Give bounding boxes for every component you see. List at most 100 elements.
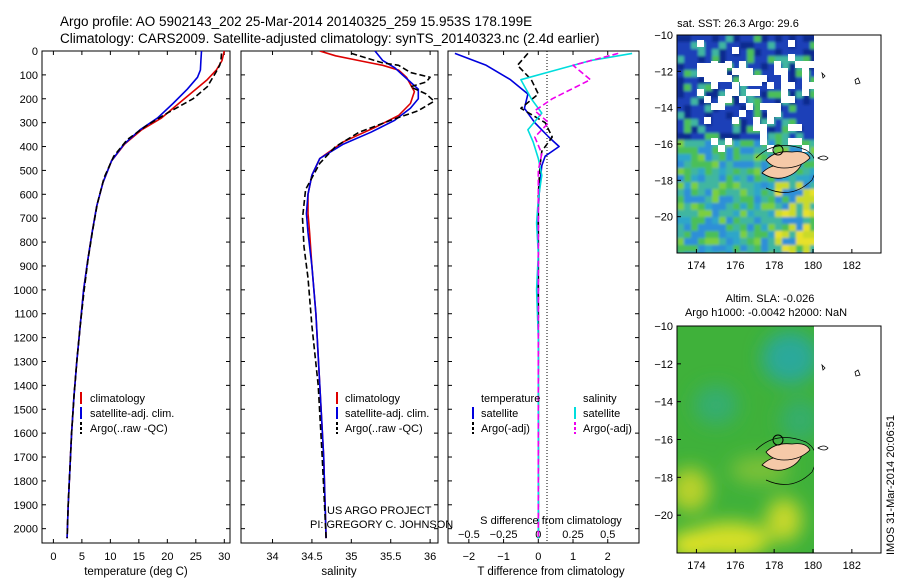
sst-cell <box>775 210 783 218</box>
sst-cell <box>726 238 734 246</box>
sst-cell <box>761 224 769 232</box>
sst-cell <box>740 147 748 155</box>
sst-cell <box>677 119 685 127</box>
sst-cell <box>761 231 769 239</box>
sst-cell <box>691 77 699 85</box>
sst-cell <box>705 182 713 190</box>
lon-tick-label: 182 <box>843 260 861 272</box>
sst-cell <box>810 168 814 176</box>
sst-cell <box>712 112 720 120</box>
sst-gap <box>788 124 795 131</box>
sst-cell <box>761 217 769 225</box>
sst-cell <box>677 189 685 197</box>
sst-cell <box>733 168 741 176</box>
sst-cell <box>705 189 713 197</box>
sst-cell <box>754 182 762 190</box>
sst-cell <box>754 245 762 253</box>
legend-title-salinity: salinity <box>583 393 617 405</box>
lon-tick-label: 180 <box>804 560 822 572</box>
sst-cell <box>698 245 706 253</box>
sst-cell <box>803 133 811 141</box>
sst-gap <box>760 138 767 145</box>
sst-cell <box>733 63 741 71</box>
sst-cell <box>747 210 755 218</box>
sst-cell <box>740 105 748 113</box>
sst-cell <box>733 56 741 64</box>
sst-gap <box>697 63 727 77</box>
sst-cell <box>684 224 692 232</box>
sst-cell <box>733 126 741 134</box>
sst-cell <box>775 224 783 232</box>
sst-cell <box>775 140 783 148</box>
salinity-depth-ticks <box>241 50 438 530</box>
sst-cell <box>726 70 734 78</box>
lon-tick-label: 176 <box>726 260 744 272</box>
sst-cell <box>691 168 699 176</box>
sst-cell <box>684 175 692 183</box>
sst-cell <box>705 35 713 43</box>
sst-cell <box>761 91 769 99</box>
series-line <box>305 51 420 539</box>
sst-cell <box>691 98 699 106</box>
sst-cell <box>712 238 720 246</box>
sst-cell <box>712 182 720 190</box>
sst-gap <box>802 68 809 75</box>
sst-cell <box>677 147 685 155</box>
sst-cell <box>803 49 811 57</box>
sst-cell <box>796 245 804 253</box>
sst-cell <box>698 105 706 113</box>
sst-cell <box>747 175 755 183</box>
sst-cell <box>803 119 811 127</box>
sst-cell <box>719 196 727 204</box>
sst-cell <box>726 42 734 50</box>
fiji-islands-sla <box>755 434 814 485</box>
lat-tick-label: −12 <box>654 359 673 371</box>
sst-cell <box>698 238 706 246</box>
sst-cell <box>810 175 814 183</box>
sst-cell <box>726 182 734 190</box>
sst-cell <box>782 56 790 64</box>
sst-cell <box>740 84 748 92</box>
sst-cell <box>768 189 776 197</box>
sst-gap <box>774 103 781 110</box>
sst-cell <box>677 77 685 85</box>
sst-cell <box>782 182 790 190</box>
sst-cell <box>712 133 720 141</box>
difference-axes-frame <box>447 50 640 544</box>
sst-cell <box>775 182 783 190</box>
sst-cell <box>768 203 776 211</box>
sst-cell <box>712 189 720 197</box>
sst-cell <box>754 196 762 204</box>
argo-float-marker <box>772 144 784 156</box>
sst-cell <box>684 84 692 92</box>
sst-cell <box>691 91 699 99</box>
sst-cell <box>726 245 734 253</box>
sst-cell <box>747 231 755 239</box>
sst-cell <box>719 231 727 239</box>
sst-cell <box>740 154 748 162</box>
sst-cell <box>810 147 814 155</box>
sst-cell <box>698 98 706 106</box>
sst-cell <box>677 35 685 43</box>
sst-cell <box>803 203 811 211</box>
sst-cell <box>705 105 713 113</box>
sst-cell <box>747 217 755 225</box>
sst-cell <box>754 105 762 113</box>
sst-cell <box>691 49 699 57</box>
sst-gap <box>788 96 795 103</box>
sst-cell <box>768 133 776 141</box>
sst-cell <box>768 231 776 239</box>
sst-cell <box>754 175 762 183</box>
sst-cell <box>740 168 748 176</box>
legend-label-t-satellite: satellite <box>481 408 518 420</box>
sst-gap <box>774 61 781 68</box>
sst-cell <box>726 189 734 197</box>
sst-gap <box>774 110 781 117</box>
sst-cell <box>796 84 804 92</box>
imos-timestamp: IMOS 31-Mar-2014 20:06:51 <box>885 415 897 555</box>
sst-gap <box>760 131 767 138</box>
sst-cell <box>726 119 734 127</box>
sst-cell <box>684 98 692 106</box>
x-tick-label: 34 <box>266 551 278 563</box>
sst-cell <box>761 35 769 43</box>
